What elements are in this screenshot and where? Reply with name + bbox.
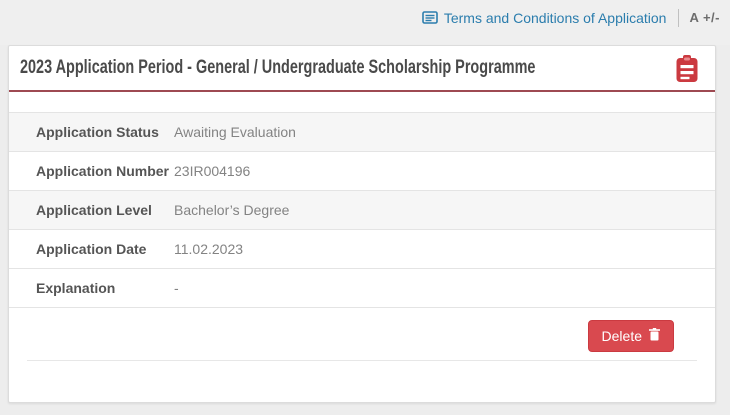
page-title: 2023 Application Period - General / Unde… (20, 57, 536, 78)
topbar-divider (678, 8, 680, 27)
trash-icon (649, 328, 660, 344)
row-label: Application Date (36, 241, 147, 257)
delete-button[interactable]: Delete (587, 320, 674, 352)
topbar: Terms and Conditions of Application A +/… (0, 0, 730, 45)
actions-row: Delete (9, 320, 715, 352)
application-detail-table: Application Status Awaiting Evaluation A… (9, 112, 715, 308)
row-label: Application Number (36, 163, 170, 179)
table-row-application-number: Application Number 23IR004196 (9, 152, 715, 191)
terms-link-label: Terms and Conditions of Application (443, 9, 667, 26)
table-row-application-status: Application Status Awaiting Evaluation (9, 113, 715, 152)
bottom-divider (27, 360, 697, 361)
row-label: Application Status (36, 124, 159, 140)
table-row-application-level: Application Level Bachelor’s Degree (9, 191, 715, 230)
row-label: Application Level (36, 202, 152, 218)
table-row-explanation: Explanation - (9, 269, 715, 308)
delete-button-label: Delete (601, 328, 642, 344)
font-size-toggle[interactable]: A +/- (689, 10, 720, 25)
application-card: 2023 Application Period - General / Unde… (8, 45, 716, 403)
row-value: 23IR004196 (174, 163, 251, 179)
row-label: Explanation (36, 280, 116, 296)
terms-and-conditions-link[interactable]: Terms and Conditions of Application (422, 9, 667, 26)
comment-icon (422, 10, 438, 25)
row-value: Bachelor’s Degree (174, 202, 290, 218)
row-value: 11.02.2023 (174, 241, 244, 257)
table-row-application-date: Application Date 11.02.2023 (9, 230, 715, 269)
clipboard-icon (675, 55, 699, 83)
card-header: 2023 Application Period - General / Unde… (9, 46, 715, 92)
row-value: Awaiting Evaluation (174, 124, 296, 140)
row-value: - (174, 280, 179, 296)
